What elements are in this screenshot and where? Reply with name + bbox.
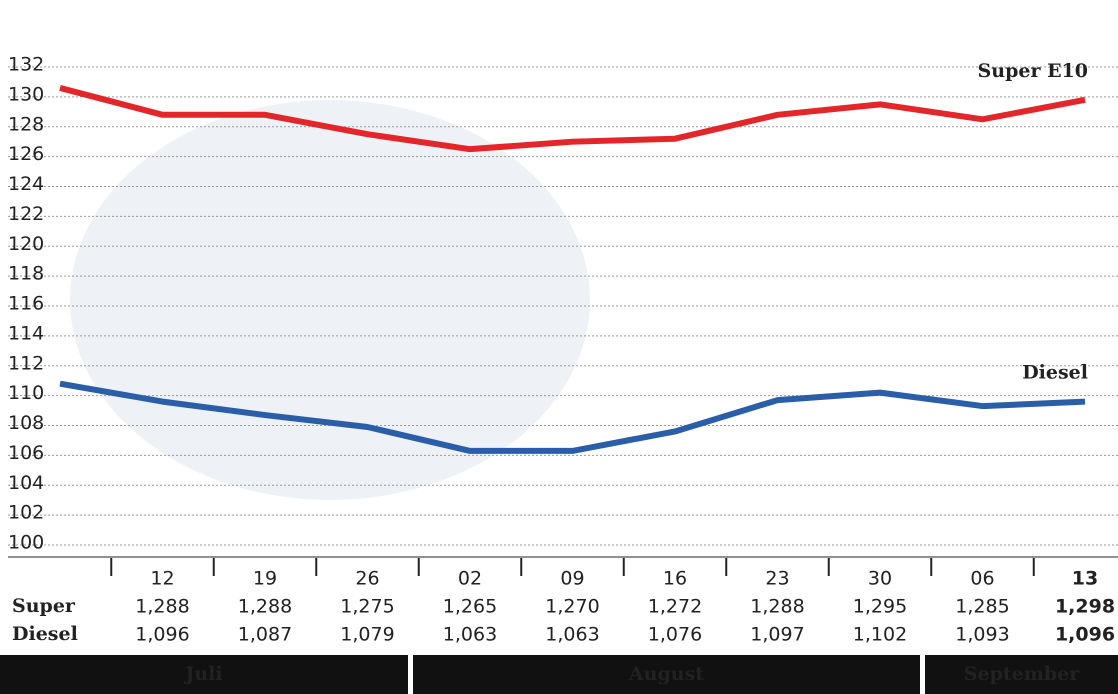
x-tick-label: 09 [560,568,584,590]
x-tick-label: 02 [458,568,482,590]
y-tick-label: 102 [8,502,44,524]
value-label: 1,087 [238,624,292,646]
background-illustration [70,100,590,500]
x-tick-label: 13 [1072,568,1098,590]
value-label: 1,285 [955,596,1009,618]
value-label: 1,272 [648,596,702,618]
value-label: 1,096 [1055,624,1115,646]
value-label: 1,265 [443,596,497,618]
series-line [59,380,1086,454]
value-label: 1,288 [238,596,292,618]
y-tick-label: 108 [8,412,44,434]
value-label: 1,288 [750,596,804,618]
value-label: 1,063 [545,624,599,646]
value-label: 1,295 [853,596,907,618]
y-tick-label: 122 [8,203,44,225]
value-label: 1,097 [750,624,804,646]
month-label: August [628,663,704,685]
value-label: 1,063 [443,624,497,646]
y-tick-label: 124 [8,173,44,195]
value-label: 1,076 [648,624,702,646]
value-label: 1,079 [340,624,394,646]
y-tick-label: 106 [8,442,44,464]
x-tick-label: 12 [150,568,174,590]
x-tick-label: 16 [663,568,687,590]
x-tick-label: 30 [868,568,892,590]
series-label: Diesel [1022,362,1088,384]
value-label: 1,102 [853,624,907,646]
y-tick-label: 128 [8,113,44,135]
y-tick-label: 104 [8,472,44,494]
x-tick-label: 19 [253,568,277,590]
series-line [59,85,1086,153]
y-tick-label: 132 [8,54,44,76]
x-tick-label: 23 [765,568,789,590]
value-label: 1,093 [955,624,1009,646]
y-tick-label: 130 [8,83,44,105]
month-band [0,655,408,694]
x-tick-label: 26 [355,568,379,590]
series-label: Super E10 [978,60,1088,82]
y-tick-label: 118 [8,263,44,285]
value-label: 1,288 [135,596,189,618]
y-tick-label: 112 [8,352,44,374]
row-label: Diesel [12,623,78,645]
y-tick-label: 120 [8,233,44,255]
y-tick-label: 126 [8,143,44,165]
y-tick-label: 114 [8,322,44,344]
y-tick-label: 116 [8,293,44,315]
month-band [925,655,1118,694]
value-label: 1,298 [1055,596,1115,618]
y-tick-label: 100 [8,532,44,554]
value-label: 1,275 [340,596,394,618]
month-band [413,655,920,694]
y-tick-label: 110 [8,382,44,404]
x-tick-label: 06 [970,568,994,590]
value-label: 1,270 [545,596,599,618]
month-label: Juli [183,663,222,685]
value-label: 1,096 [135,624,189,646]
month-label: September [964,663,1080,685]
row-label: Super [12,595,76,617]
